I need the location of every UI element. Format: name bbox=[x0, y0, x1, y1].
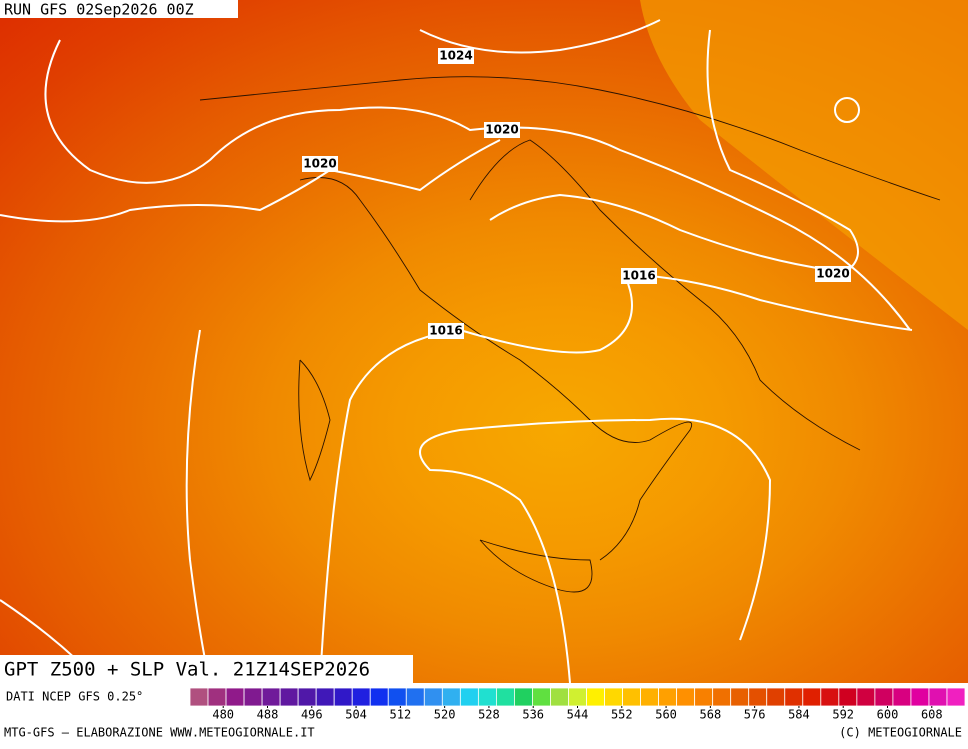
colorbar-tick-label: 536 bbox=[522, 708, 544, 722]
isobar bbox=[489, 193, 831, 271]
colorbar-box bbox=[189, 687, 209, 707]
colorbar-tick-label: 584 bbox=[788, 708, 810, 722]
footer-right: (C) METEOGIORNALE bbox=[839, 726, 962, 740]
label-box bbox=[815, 266, 851, 282]
colorbar-box bbox=[225, 687, 245, 707]
colorbar-tick-label: 528 bbox=[478, 708, 500, 722]
colorbar-box bbox=[495, 687, 515, 707]
colorbar-box bbox=[568, 687, 587, 707]
isobar bbox=[419, 19, 661, 54]
colorbar-box bbox=[838, 687, 858, 707]
colorbar-box bbox=[766, 687, 786, 707]
colorbar: 480 488 496 504 512 520 528 536 544 552 560 568 576 5… bbox=[189, 687, 966, 722]
colorbar-box bbox=[315, 687, 335, 707]
isobar bbox=[834, 97, 860, 123]
colorbar-box bbox=[748, 687, 768, 707]
colorbar-box bbox=[423, 687, 443, 707]
colorbar-box bbox=[694, 687, 714, 707]
colorbar-box bbox=[730, 687, 750, 707]
run-box bbox=[0, 0, 238, 18]
contour-label: 1016 bbox=[622, 269, 655, 283]
colorbar-box bbox=[586, 687, 605, 707]
label-box bbox=[484, 122, 520, 138]
colorbar-box bbox=[514, 687, 533, 707]
colorbar-box bbox=[351, 687, 371, 707]
isobar bbox=[319, 269, 913, 684]
colorbar-box bbox=[477, 687, 497, 707]
label-box bbox=[621, 268, 657, 284]
footer-left: MTG-GFS — ELABORAZIONE WWW.METEOGIORNALE… bbox=[4, 726, 315, 740]
isobar bbox=[706, 29, 859, 276]
colorbar-tick-label: 520 bbox=[434, 708, 456, 722]
isobar bbox=[44, 39, 911, 331]
colorbar-box bbox=[892, 687, 912, 707]
colorbar-box bbox=[946, 687, 966, 707]
label-box bbox=[428, 323, 464, 339]
colorbar-box bbox=[297, 687, 317, 707]
colorbar-box bbox=[802, 687, 822, 707]
contour-label: 1020 bbox=[485, 123, 518, 137]
colorbar-box bbox=[405, 687, 425, 707]
map-title: GPT Z500 + SLP Val. 21Z14SEP2026 bbox=[4, 659, 370, 681]
coastline bbox=[199, 76, 941, 593]
label-box bbox=[302, 156, 338, 172]
colorbar-tick-label: 568 bbox=[700, 708, 722, 722]
colorbar-box bbox=[550, 687, 569, 707]
contour-label: 1020 bbox=[303, 157, 336, 171]
colorbar-tick-label: 600 bbox=[877, 708, 899, 722]
run-label: RUN GFS 02Sep2026 00Z bbox=[4, 1, 194, 19]
contour-label: 1016 bbox=[429, 324, 462, 338]
colorbar-tick-label: 560 bbox=[655, 708, 677, 722]
field-band bbox=[640, 0, 968, 330]
colorbar-tick-label: 544 bbox=[567, 708, 589, 722]
colorbar-box bbox=[874, 687, 894, 707]
colorbar-box bbox=[243, 687, 263, 707]
colorbar-tick-label: 576 bbox=[744, 708, 766, 722]
colorbar-box bbox=[622, 687, 641, 707]
colorbar-box bbox=[387, 687, 407, 707]
contour-labels: 1024 1020 1020 1016 1020 1016 bbox=[302, 48, 851, 339]
isobar bbox=[0, 139, 501, 223]
colorbar-box bbox=[459, 687, 479, 707]
isobar bbox=[419, 417, 772, 684]
colorbar-box bbox=[279, 687, 299, 707]
colorbar-box bbox=[712, 687, 732, 707]
colorbar-box bbox=[658, 687, 678, 707]
colorbar-box bbox=[910, 687, 930, 707]
colorbar-tick-label: 488 bbox=[257, 708, 279, 722]
colorbar-box bbox=[676, 687, 696, 707]
colorbar-tick-label: 592 bbox=[832, 708, 854, 722]
colorbar-box bbox=[640, 687, 660, 707]
colorbar-box bbox=[856, 687, 876, 707]
colorbar-tick-label: 552 bbox=[611, 708, 633, 722]
contour-label: 1024 bbox=[439, 49, 472, 63]
map: 1024 1020 1020 1016 1020 1016 bbox=[0, 0, 968, 684]
colorbar-box bbox=[532, 687, 551, 707]
isobar bbox=[185, 329, 211, 684]
colorbar-box bbox=[207, 687, 227, 707]
colorbar-tick-label: 504 bbox=[345, 708, 367, 722]
colorbar-box bbox=[333, 687, 353, 707]
label-box bbox=[438, 48, 474, 64]
colorbar-box bbox=[261, 687, 281, 707]
colorbar-box bbox=[820, 687, 840, 707]
colorbar-tick-label: 608 bbox=[921, 708, 943, 722]
colorbar-box bbox=[441, 687, 461, 707]
source-label: DATI NCEP GFS 0.25° bbox=[6, 690, 143, 704]
contour-label: 1020 bbox=[816, 267, 849, 281]
colorbar-tick-label: 496 bbox=[301, 708, 323, 722]
colorbar-box bbox=[369, 687, 389, 707]
colorbar-box bbox=[928, 687, 948, 707]
colorbar-tick-label: 512 bbox=[390, 708, 412, 722]
colorbar-tick-label: 480 bbox=[212, 708, 234, 722]
colorbar-box bbox=[604, 687, 623, 707]
title-box bbox=[0, 655, 413, 683]
colorbar-box bbox=[784, 687, 804, 707]
